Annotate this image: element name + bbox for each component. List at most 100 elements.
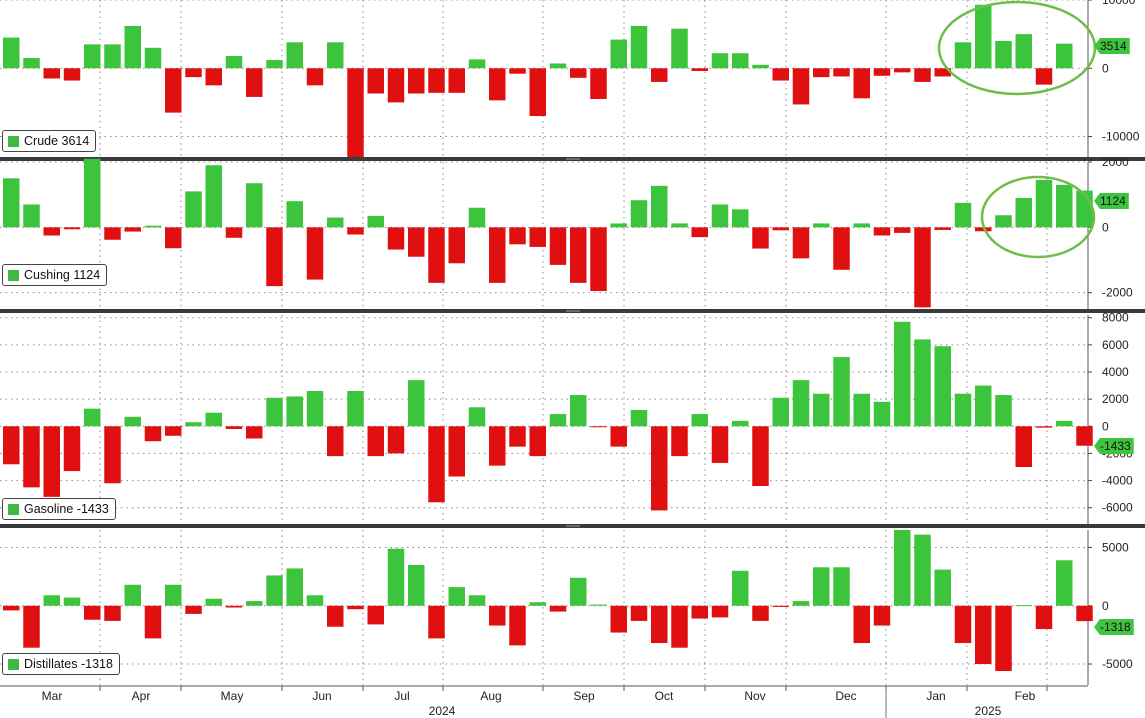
bar-gasoline xyxy=(732,420,749,427)
bar-distillates xyxy=(873,605,891,626)
bar-distillates xyxy=(934,569,951,606)
bar-distillates xyxy=(124,584,141,606)
bar-cushing xyxy=(225,227,243,238)
bar-distillates xyxy=(165,584,182,606)
bar-crude xyxy=(246,68,263,97)
bar-cushing xyxy=(306,227,324,280)
bar-gasoline xyxy=(509,426,526,447)
bar-distillates xyxy=(63,597,81,606)
bar-cushing xyxy=(711,204,729,228)
bar-gasoline xyxy=(833,357,850,427)
bar-gasoline xyxy=(3,426,20,465)
bar-crude xyxy=(1015,34,1032,69)
bar-crude xyxy=(853,68,870,99)
bar-crude xyxy=(448,68,465,93)
bar-distillates xyxy=(570,577,587,606)
bar-cushing xyxy=(468,207,486,228)
bar-gasoline xyxy=(853,393,870,427)
bar-cushing xyxy=(104,227,121,240)
x-tick-month: Jun xyxy=(312,689,331,703)
bar-crude xyxy=(205,68,222,86)
ytick-label-cushing: 0 xyxy=(1102,220,1109,234)
bar-distillates xyxy=(327,605,344,627)
bar-gasoline xyxy=(185,422,202,427)
bar-gasoline xyxy=(84,408,101,427)
bar-distillates xyxy=(286,568,303,606)
bar-gasoline xyxy=(327,426,344,457)
bar-crude xyxy=(711,53,729,69)
bar-crude xyxy=(84,44,101,69)
bar-distillates xyxy=(144,605,162,639)
bar-cushing xyxy=(772,227,789,231)
legend-distillates: Distillates -1318 xyxy=(2,653,120,675)
bar-distillates xyxy=(448,587,465,606)
bar-distillates xyxy=(792,601,810,606)
bar-distillates xyxy=(894,530,911,606)
bar-distillates xyxy=(529,602,546,606)
bar-cushing xyxy=(873,227,891,236)
x-tick-month: Aug xyxy=(480,689,501,703)
bar-distillates xyxy=(813,567,830,606)
bar-gasoline xyxy=(448,426,465,477)
bar-gasoline xyxy=(529,426,546,457)
bar-crude xyxy=(873,68,891,76)
bar-distillates xyxy=(428,605,445,639)
bar-cushing xyxy=(43,227,60,236)
bar-distillates xyxy=(711,605,729,618)
bar-distillates xyxy=(84,605,101,620)
bar-cushing xyxy=(165,227,182,249)
bar-distillates xyxy=(752,605,769,621)
bar-cushing xyxy=(84,158,101,228)
bar-gasoline xyxy=(630,410,648,427)
last-value-tag-crude: 3514 xyxy=(1094,38,1130,54)
bar-crude xyxy=(813,68,830,78)
x-tick-month: Mar xyxy=(42,689,63,703)
bar-gasoline xyxy=(975,385,992,427)
bar-cushing xyxy=(1015,197,1032,228)
bar-crude xyxy=(266,60,283,69)
bar-cushing xyxy=(367,215,384,228)
bar-distillates xyxy=(489,605,506,626)
ytick-label-crude: 0 xyxy=(1102,61,1109,75)
bar-gasoline xyxy=(1056,420,1073,427)
bar-cushing xyxy=(428,227,445,283)
bar-cushing xyxy=(813,223,830,228)
ytick-label-crude: 10000 xyxy=(1102,0,1136,7)
bar-gasoline xyxy=(246,426,263,439)
bar-distillates xyxy=(3,605,20,611)
bar-gasoline xyxy=(306,391,324,427)
bar-distillates xyxy=(1056,560,1073,606)
bar-cushing xyxy=(833,227,850,270)
ytick-label-crude: -10000 xyxy=(1102,130,1140,144)
bar-distillates xyxy=(23,605,40,648)
bar-crude xyxy=(387,68,405,103)
ytick-label-distillates: 5000 xyxy=(1102,540,1129,554)
bar-gasoline xyxy=(468,407,486,427)
bar-gasoline xyxy=(205,412,222,427)
bar-gasoline xyxy=(266,397,283,427)
x-tick-month: May xyxy=(221,689,244,703)
bar-distillates xyxy=(205,598,222,606)
bar-gasoline xyxy=(934,346,951,427)
bar-cushing xyxy=(266,227,283,287)
bar-distillates xyxy=(671,605,688,648)
bar-crude xyxy=(529,68,546,117)
bar-cushing xyxy=(954,202,972,228)
legend-swatch xyxy=(8,269,19,281)
bar-distillates xyxy=(651,605,668,644)
legend-swatch xyxy=(8,135,19,147)
bar-distillates xyxy=(408,564,425,606)
bar-cushing xyxy=(590,227,607,292)
bar-gasoline xyxy=(428,426,445,503)
bar-crude xyxy=(286,42,303,69)
bar-distillates xyxy=(630,605,648,621)
bar-crude xyxy=(23,58,40,69)
bar-crude xyxy=(549,63,567,69)
bar-distillates xyxy=(549,605,567,612)
bar-crude xyxy=(63,68,81,81)
ytick-label-gasoline: -6000 xyxy=(1102,501,1133,515)
bar-crude xyxy=(104,44,121,69)
bar-crude xyxy=(752,64,769,69)
legend-swatch xyxy=(8,658,19,670)
bar-gasoline xyxy=(489,426,506,466)
